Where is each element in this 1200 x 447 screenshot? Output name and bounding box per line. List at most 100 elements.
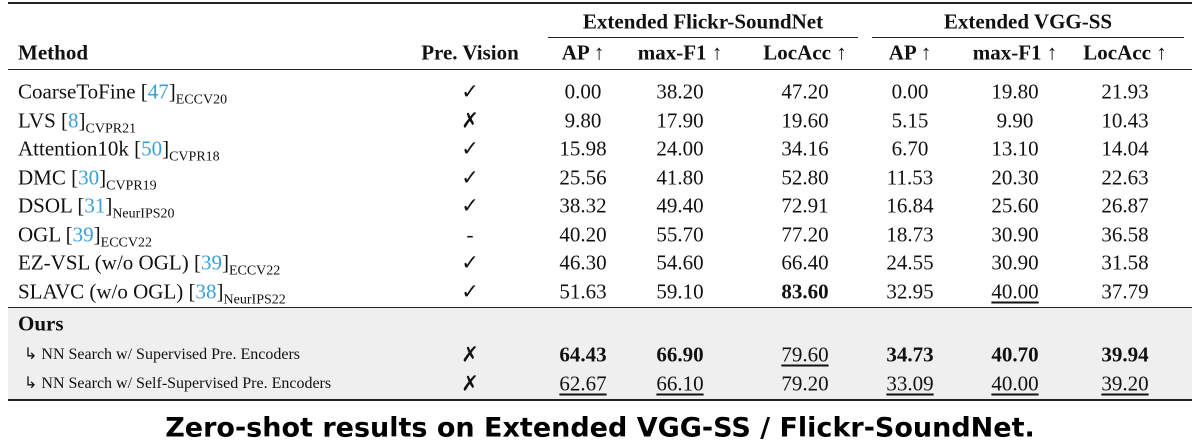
value-cell: 40.00 bbox=[991, 371, 1039, 396]
method-cell: DSOL [31]NeurIPS20 bbox=[18, 193, 175, 221]
method-cell: CoarseToFine [47]ECCV20 bbox=[18, 79, 227, 107]
method-cell: DMC [30]CVPR19 bbox=[18, 165, 157, 193]
pre-vision: ✓ bbox=[461, 193, 479, 218]
value-cell: 19.60 bbox=[781, 108, 829, 133]
citation: ] bbox=[99, 165, 107, 190]
citation: [ bbox=[61, 108, 68, 133]
venue: ECCV22 bbox=[228, 263, 281, 279]
citation: 8 bbox=[68, 108, 79, 133]
value-cell: 62.67 bbox=[559, 371, 607, 396]
value-cell: 72.91 bbox=[781, 193, 829, 218]
citation: ] bbox=[78, 108, 86, 133]
value-cell: 25.60 bbox=[991, 193, 1039, 218]
column-header: max-F1 ↑ bbox=[637, 40, 723, 65]
value-cell: 20.30 bbox=[991, 165, 1039, 190]
venue: ECCV22 bbox=[100, 235, 152, 251]
value-cell: 39.94 bbox=[1101, 342, 1149, 367]
column-header: AP ↑ bbox=[561, 40, 605, 65]
method-name: DMC bbox=[18, 165, 72, 190]
value-cell: 19.80 bbox=[991, 79, 1039, 104]
value-cell: 66.10 bbox=[656, 371, 704, 396]
value-cell: 66.40 bbox=[781, 250, 829, 275]
method-name: LVS bbox=[18, 108, 61, 133]
method-cell: OGL [39]ECCV22 bbox=[18, 222, 152, 250]
value-cell: 21.93 bbox=[1101, 79, 1149, 104]
pre-vision: ✓ bbox=[461, 250, 479, 275]
value-cell: 9.90 bbox=[996, 108, 1034, 133]
method-name: DSOL bbox=[18, 193, 78, 218]
venue: CVPR18 bbox=[169, 149, 220, 165]
value-cell: 40.00 bbox=[991, 279, 1039, 304]
column-header: LocAcc ↑ bbox=[1083, 40, 1167, 65]
citation: [ bbox=[193, 250, 201, 275]
value-cell: 37.79 bbox=[1101, 279, 1149, 304]
method-name: Attention10k bbox=[18, 136, 135, 161]
value-cell: 30.90 bbox=[991, 250, 1039, 275]
column-header: AP ↑ bbox=[888, 40, 932, 65]
column-header: Method bbox=[18, 40, 88, 65]
value-cell: 16.84 bbox=[886, 193, 934, 218]
venue: CVPR21 bbox=[85, 121, 137, 137]
value-cell: 47.20 bbox=[781, 79, 829, 104]
citation: [ bbox=[188, 279, 196, 304]
value-cell: 34.16 bbox=[781, 136, 829, 161]
column-header: Pre. Vision bbox=[421, 40, 519, 65]
ours-band bbox=[8, 308, 1192, 399]
value-cell: 36.58 bbox=[1101, 222, 1149, 247]
citation: ] bbox=[216, 279, 224, 304]
value-cell: 79.20 bbox=[781, 371, 829, 396]
pre-vision: ✗ bbox=[461, 371, 479, 396]
venue: ECCV20 bbox=[175, 92, 228, 108]
pre-vision: ✗ bbox=[461, 342, 479, 367]
citation: ] bbox=[93, 222, 101, 247]
citation: ] bbox=[162, 136, 170, 161]
method-name: EZ-VSL (w/o OGL) bbox=[18, 250, 194, 275]
column-header: max-F1 ↑ bbox=[972, 40, 1058, 65]
header-rule bbox=[8, 69, 1192, 70]
value-cell: 40.20 bbox=[559, 222, 607, 247]
citation: 50 bbox=[141, 136, 163, 161]
value-cell: 17.90 bbox=[656, 108, 704, 133]
value-cell: 9.80 bbox=[564, 108, 602, 133]
value-cell: 5.15 bbox=[891, 108, 929, 133]
method-cell: EZ-VSL (w/o OGL) [39]ECCV22 bbox=[18, 250, 280, 278]
ours-rule bbox=[8, 307, 1192, 308]
value-cell: 10.43 bbox=[1101, 108, 1149, 133]
value-cell: 40.70 bbox=[991, 342, 1039, 367]
value-cell: 24.00 bbox=[656, 136, 704, 161]
value-cell: 11.53 bbox=[886, 165, 934, 190]
method-name: CoarseToFine bbox=[18, 79, 141, 104]
value-cell: 30.90 bbox=[991, 222, 1039, 247]
citation: 38 bbox=[195, 279, 217, 304]
group-header: Extended Flickr-SoundNet bbox=[582, 9, 824, 34]
value-cell: 41.80 bbox=[656, 165, 704, 190]
value-cell: 77.20 bbox=[781, 222, 829, 247]
citation: [ bbox=[77, 193, 85, 218]
value-cell: 79.60 bbox=[781, 342, 829, 367]
value-cell: 52.80 bbox=[781, 165, 829, 190]
method-name: OGL bbox=[18, 222, 66, 247]
citation: [ bbox=[65, 222, 73, 247]
value-cell: 18.73 bbox=[886, 222, 934, 247]
citation: [ bbox=[140, 79, 148, 104]
value-cell: 0.00 bbox=[891, 79, 929, 104]
pre-vision: - bbox=[466, 222, 474, 247]
value-cell: 66.90 bbox=[656, 342, 704, 367]
value-cell: 83.60 bbox=[781, 279, 829, 304]
value-cell: 55.70 bbox=[656, 222, 704, 247]
value-cell: 25.56 bbox=[559, 165, 607, 190]
venue: CVPR19 bbox=[106, 178, 157, 194]
pre-vision: ✓ bbox=[461, 279, 479, 304]
pre-vision: ✓ bbox=[461, 136, 479, 161]
method-cell: SLAVC (w/o OGL) [38]NeurIPS22 bbox=[18, 279, 286, 307]
value-cell: 49.40 bbox=[656, 193, 704, 218]
citation: 30 bbox=[78, 165, 100, 190]
value-cell: 13.10 bbox=[991, 136, 1039, 161]
bottom-rule bbox=[8, 399, 1192, 401]
ours-label: Ours bbox=[18, 311, 64, 336]
value-cell: 15.98 bbox=[559, 136, 607, 161]
value-cell: 26.87 bbox=[1101, 193, 1149, 218]
value-cell: 64.43 bbox=[559, 342, 607, 367]
pre-vision: ✗ bbox=[461, 108, 479, 133]
method-cell: LVS [8]CVPR21 bbox=[18, 108, 136, 136]
